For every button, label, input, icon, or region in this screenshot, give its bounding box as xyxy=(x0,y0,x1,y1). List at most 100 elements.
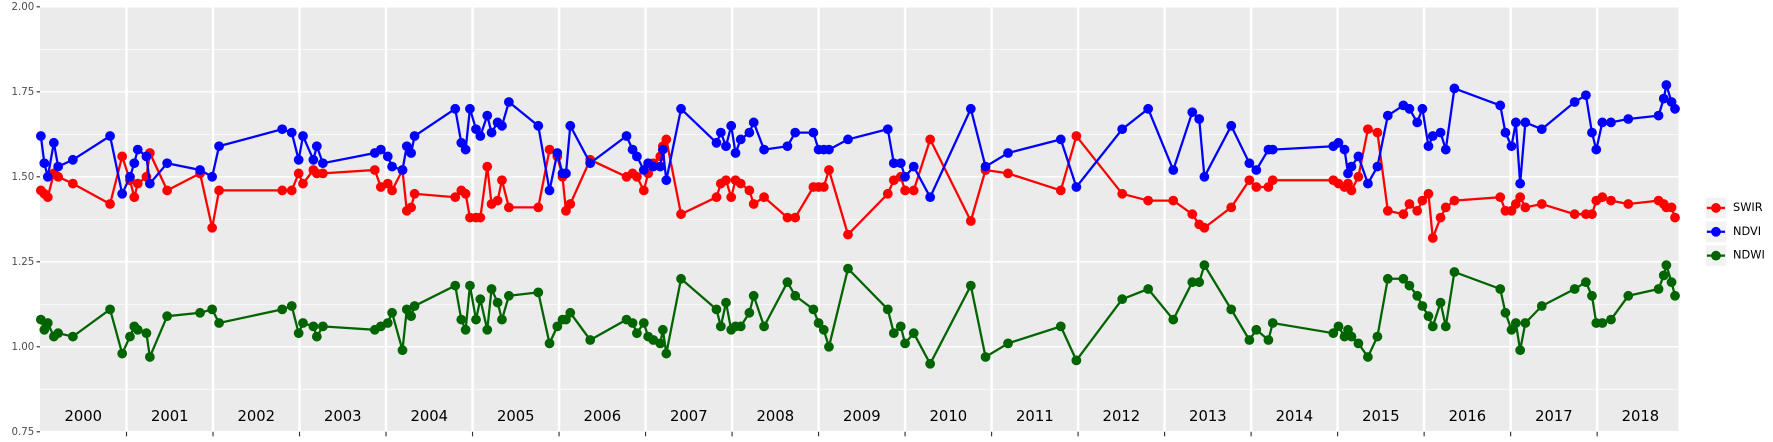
data-point xyxy=(1055,134,1066,145)
data-point xyxy=(824,144,834,155)
data-point xyxy=(715,127,726,138)
data-point xyxy=(503,202,514,213)
data-point xyxy=(744,307,755,318)
data-point xyxy=(195,307,205,318)
data-point xyxy=(1363,352,1373,362)
data-point xyxy=(105,304,115,315)
data-point xyxy=(382,151,393,162)
data-point xyxy=(482,324,493,335)
data-point xyxy=(808,127,819,138)
data-point xyxy=(42,171,53,182)
data-point xyxy=(843,229,853,240)
data-point xyxy=(882,304,893,315)
data-point xyxy=(1510,117,1521,128)
data-point xyxy=(965,216,976,226)
data-point xyxy=(657,144,668,155)
data-point xyxy=(552,148,563,158)
data-point xyxy=(818,324,829,335)
data-point xyxy=(1117,294,1128,305)
data-point xyxy=(655,161,666,172)
data-point xyxy=(1117,124,1128,135)
year-label: 2010 xyxy=(930,408,968,425)
data-point xyxy=(1417,301,1428,311)
data-point xyxy=(908,161,919,172)
data-point xyxy=(632,171,642,182)
data-point xyxy=(888,158,899,169)
year-label: 2018 xyxy=(1622,408,1660,425)
data-point xyxy=(1670,290,1680,301)
data-point xyxy=(1597,117,1608,128)
data-point xyxy=(409,131,420,141)
data-point xyxy=(552,321,563,332)
data-point xyxy=(125,171,135,182)
data-point xyxy=(195,165,205,175)
data-point xyxy=(1003,148,1013,158)
data-point xyxy=(1244,175,1255,186)
data-point xyxy=(1658,93,1669,104)
year-label: 2006 xyxy=(584,408,622,425)
data-point xyxy=(744,185,755,196)
data-point xyxy=(298,131,308,141)
data-point xyxy=(980,352,991,362)
data-point xyxy=(721,141,731,152)
data-point xyxy=(1417,103,1428,114)
legend-label: NDVI xyxy=(1733,224,1761,238)
data-point xyxy=(1597,192,1608,203)
data-point xyxy=(735,134,746,145)
data-point xyxy=(533,120,544,131)
data-point xyxy=(1449,267,1460,277)
y-tick-label: 0.75 xyxy=(12,427,35,438)
data-point xyxy=(888,328,899,339)
data-point xyxy=(1623,290,1634,301)
data-point xyxy=(544,144,555,155)
data-point xyxy=(1435,297,1446,308)
data-point xyxy=(1569,209,1580,220)
data-point xyxy=(726,192,737,203)
data-point xyxy=(808,304,819,315)
data-point xyxy=(1500,127,1511,138)
data-point xyxy=(1071,182,1082,192)
data-point xyxy=(406,311,417,322)
data-point xyxy=(561,168,571,179)
data-point xyxy=(375,144,386,155)
data-point xyxy=(214,318,224,328)
data-point xyxy=(293,328,304,339)
data-point xyxy=(53,328,64,339)
data-point xyxy=(286,301,297,311)
data-point xyxy=(1423,188,1434,199)
data-point xyxy=(207,222,218,233)
data-point xyxy=(1251,324,1262,335)
data-point xyxy=(277,124,288,135)
data-point xyxy=(1661,260,1672,271)
data-point xyxy=(1333,321,1344,332)
data-point xyxy=(460,144,471,155)
data-point xyxy=(298,178,308,189)
data-point xyxy=(1581,90,1591,101)
data-point xyxy=(317,321,328,332)
data-point xyxy=(782,212,793,223)
data-point xyxy=(882,188,893,199)
year-label: 2005 xyxy=(497,408,535,425)
data-point xyxy=(67,154,78,165)
data-point xyxy=(627,318,638,328)
data-point xyxy=(585,158,596,169)
data-point xyxy=(1440,202,1451,213)
data-point xyxy=(406,148,417,158)
data-point xyxy=(1372,161,1383,172)
data-point xyxy=(900,185,910,196)
data-point xyxy=(1353,171,1364,182)
data-point xyxy=(735,178,746,189)
data-point xyxy=(925,358,936,369)
data-point xyxy=(450,103,461,114)
data-point xyxy=(1670,103,1680,114)
year-label: 2013 xyxy=(1189,408,1227,425)
data-point xyxy=(162,311,173,322)
data-point xyxy=(782,277,793,288)
data-point xyxy=(207,304,218,315)
data-point xyxy=(1515,178,1526,189)
data-point xyxy=(277,304,288,315)
data-point xyxy=(721,297,731,308)
legend-label: SWIR xyxy=(1733,200,1763,214)
data-point xyxy=(105,199,115,209)
